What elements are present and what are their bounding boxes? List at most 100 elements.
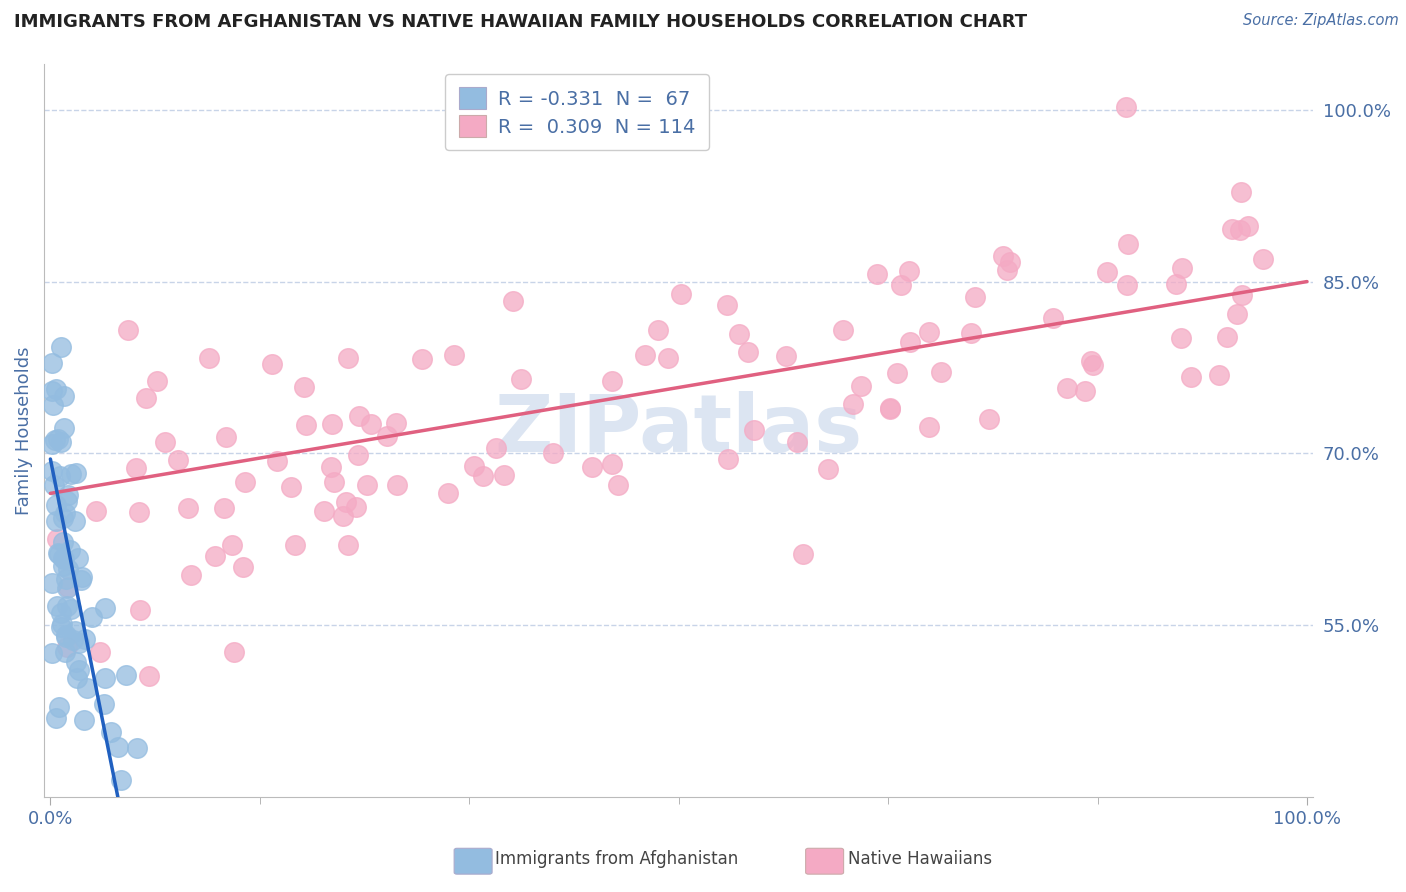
Point [65,466,87,480]
Point [1164,277,1187,292]
Point [321,417,343,431]
Point [41,384,63,398]
Point [45,383,67,397]
Point [135,392,157,406]
Point [1171,261,1194,276]
Point [125,461,148,475]
Point [204,549,226,564]
Point [55,572,77,586]
Point [70,573,93,587]
Point [62,632,84,647]
Point [295,418,318,433]
Point [991,249,1014,263]
Point [52,551,75,566]
Point [48,700,70,714]
Point [284,538,307,552]
Point [879,401,901,416]
Point [128,603,150,617]
Point [125,741,148,756]
Point [356,478,378,492]
Point [44,434,66,448]
Point [45,514,67,528]
Point [1237,219,1260,233]
Point [360,417,382,431]
Point [742,423,765,437]
Point [93,697,115,711]
Text: Native Hawaiians: Native Hawaiians [848,850,993,868]
Point [84,504,107,518]
Point [42,478,65,492]
Point [1220,222,1243,236]
Point [67,636,90,650]
Point [463,458,485,473]
Point [385,416,408,430]
Point [76,681,98,695]
Point [266,454,288,468]
Point [492,467,515,482]
Point [792,547,814,561]
Point [66,671,89,685]
Point [45,498,67,512]
Point [41,575,63,590]
Point [176,500,198,515]
Point [1253,252,1275,266]
Point [69,663,91,677]
Point [41,398,63,412]
Point [323,475,346,489]
Text: Immigrants from Afghanistan: Immigrants from Afghanistan [495,850,738,868]
Point [56,582,79,596]
Point [716,298,738,312]
Point [336,538,359,552]
Point [60,467,83,481]
Point [48,547,70,561]
Point [385,477,408,491]
Point [215,430,238,444]
Point [831,323,853,337]
Point [346,448,368,462]
Point [1229,185,1251,199]
Point [100,725,122,739]
Point [1229,223,1251,237]
Point [312,504,335,518]
Point [866,267,889,281]
Point [657,351,679,366]
Point [94,671,117,685]
Point [52,511,75,525]
Point [56,599,79,614]
Point [41,436,63,450]
Point [41,356,63,370]
Point [58,580,80,594]
Point [600,374,623,388]
Point [73,632,96,647]
Point [65,624,87,639]
Point [842,397,865,411]
Point [1170,331,1192,345]
Point [232,560,254,574]
Text: Source: ZipAtlas.com: Source: ZipAtlas.com [1243,13,1399,29]
Point [786,434,808,449]
Point [929,365,952,379]
Point [336,351,359,365]
Point [321,459,343,474]
Point [775,349,797,363]
Point [817,462,839,476]
Point [128,505,150,519]
Point [49,340,72,354]
Point [280,481,302,495]
Point [55,630,77,644]
Point [53,389,76,403]
Point [55,628,77,642]
Point [1116,277,1139,292]
Point [886,367,908,381]
Point [53,551,76,566]
Point [292,379,315,393]
Point [80,609,103,624]
Point [849,379,872,393]
Point [224,645,246,659]
Point [918,419,941,434]
Point [146,375,169,389]
Point [1226,307,1249,321]
Point [606,478,628,492]
Y-axis label: Family Households: Family Households [15,346,32,515]
Point [1095,265,1118,279]
